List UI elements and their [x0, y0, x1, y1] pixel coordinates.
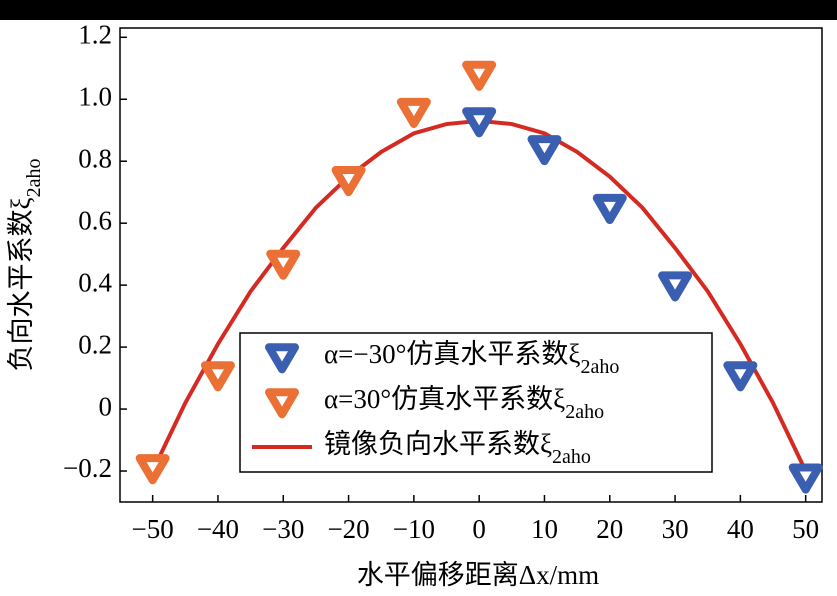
marker	[266, 249, 301, 280]
x-tick-label: 40	[727, 514, 754, 544]
x-tick-label: 10	[531, 514, 558, 544]
x-tick-label: −10	[393, 514, 435, 544]
y-tick-label: 1.2	[78, 19, 112, 49]
legend-label: α=30°仿真水平系数ξ2aho	[324, 384, 604, 422]
marker	[200, 361, 235, 392]
marker	[527, 135, 562, 166]
y-tick-label: 0.2	[78, 329, 112, 359]
y-tick-label: −0.2	[63, 453, 112, 483]
x-tick-label: −50	[132, 514, 174, 544]
x-axis-label: 水平偏移距离Δx/mm	[357, 560, 599, 590]
marker	[592, 193, 627, 225]
x-tick-label: −40	[197, 514, 239, 544]
marker	[788, 463, 823, 494]
x-tick-label: 50	[792, 514, 819, 544]
marker	[396, 97, 431, 128]
x-tick-label: −30	[262, 514, 304, 544]
legend-swatch	[265, 388, 299, 419]
marker	[723, 361, 758, 392]
marker	[331, 166, 366, 197]
y-tick-label: 1.0	[78, 81, 112, 111]
y-tick-label: 0.6	[78, 205, 112, 235]
marker	[135, 454, 170, 485]
marker	[658, 271, 693, 302]
legend-label: α=−30°仿真水平系数ξ2aho	[324, 339, 619, 377]
y-tick-label: 0.8	[78, 143, 112, 173]
y-tick-label: 0.4	[78, 267, 112, 297]
x-tick-label: 30	[662, 514, 689, 544]
plot-frame	[119, 27, 823, 503]
legend-label: 镜像负向水平系数ξ2aho	[324, 429, 591, 467]
x-tick-label: −20	[327, 514, 369, 544]
marker	[462, 107, 497, 138]
x-tick-label: 20	[596, 514, 623, 544]
legend-box	[239, 332, 713, 473]
x-tick-label: 0	[472, 514, 486, 544]
top-bar	[0, 0, 837, 20]
y-axis-label: 负向水平系数ξ2aho	[6, 159, 44, 372]
legend-swatch	[265, 343, 299, 374]
marker	[462, 60, 497, 91]
y-tick-label: 0	[99, 391, 113, 421]
